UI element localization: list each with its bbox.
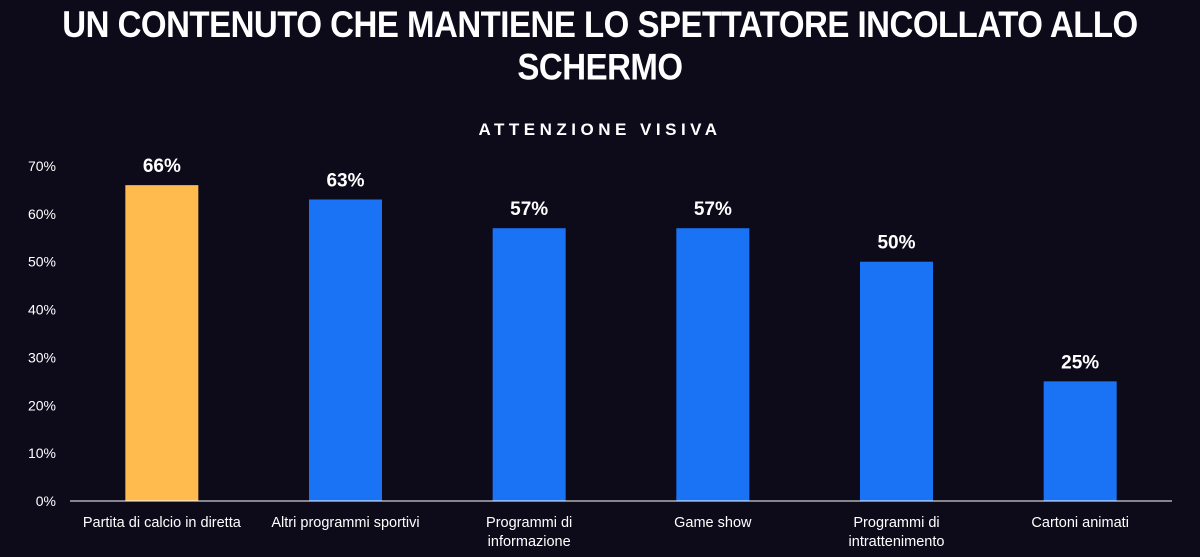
page-title: UN CONTENUTO CHE MANTIENE LO SPETTATORE … — [62, 3, 1138, 88]
data-label: 66% — [143, 156, 181, 177]
category-label: Game show — [674, 515, 752, 531]
bar — [1043, 381, 1117, 501]
y-tick-label: 30% — [28, 349, 56, 365]
data-label: 57% — [694, 199, 732, 220]
data-labels: 66% 63% 57% 57% 50% 25% — [143, 156, 1099, 373]
y-tick-label: 10% — [28, 445, 56, 461]
category-label: Programmi di intrattenimento — [849, 515, 945, 550]
y-axis-ticks: 0% 10% 20% 30% 40% 50% 60% 70% — [28, 158, 56, 509]
bar — [309, 199, 382, 501]
category-labels: Partita di calcio in diretta Altri progra… — [83, 515, 1129, 550]
bar — [492, 228, 566, 501]
category-label: Partita di calcio in diretta — [83, 515, 242, 531]
category-label: Altri programmi sportivi — [271, 515, 419, 531]
category-label: Programmi di informazione — [486, 515, 572, 550]
data-label: 25% — [1061, 352, 1099, 373]
y-tick-label: 60% — [28, 206, 56, 222]
bar — [860, 261, 933, 501]
bars — [125, 185, 1117, 501]
chart-title: ATTENZIONE VISIVA — [478, 120, 722, 139]
bar — [125, 185, 199, 501]
y-tick-label: 0% — [36, 493, 56, 509]
category-label: Cartoni animati — [1031, 515, 1129, 531]
y-tick-label: 40% — [28, 302, 56, 318]
data-label: 63% — [326, 171, 364, 192]
y-tick-label: 20% — [28, 397, 56, 413]
y-tick-label: 70% — [28, 158, 56, 174]
data-label: 50% — [877, 233, 915, 254]
bar — [676, 228, 750, 501]
y-tick-label: 50% — [28, 254, 56, 270]
data-label: 57% — [510, 199, 548, 220]
